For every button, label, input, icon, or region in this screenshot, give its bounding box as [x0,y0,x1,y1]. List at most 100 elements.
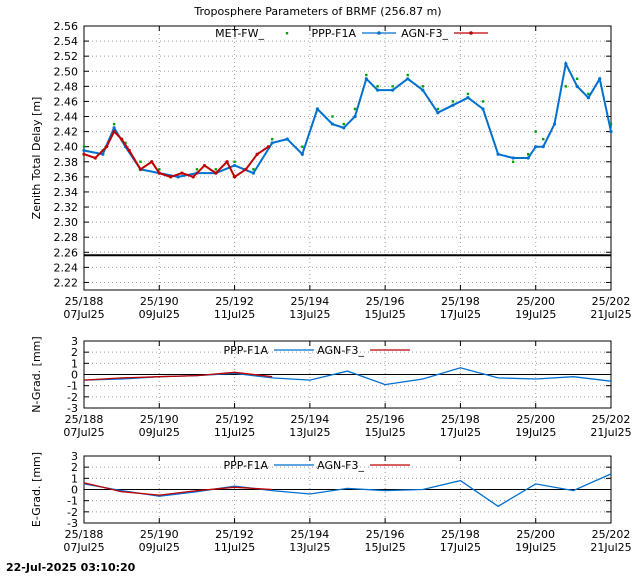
data-point [214,171,218,175]
y-tick-label: 1 [71,472,78,485]
data-point [112,122,116,126]
data-point [520,254,522,257]
x-tick-label-day: 25/196 [366,295,405,308]
data-point [334,254,336,257]
x-tick-label-date: 09Jul25 [139,308,180,321]
series-line [83,473,612,508]
x-tick-label-date: 17Jul25 [440,541,481,554]
data-point [266,145,271,149]
data-point [541,145,545,149]
plot-frame [83,25,612,291]
data-point [511,254,513,257]
x-tick-label-day: 25/198 [441,295,480,308]
y-tick-label: 0 [71,369,78,382]
y-axis-label: Zenith Total Delay [m] [30,97,43,220]
y-tick-label: 2.36 [54,171,79,184]
data-point [541,254,543,257]
data-point [235,254,237,257]
x-tick-label-day: 25/192 [215,295,254,308]
data-point [307,254,309,257]
legend-label: MET-FW_ [215,27,264,40]
data-point [274,254,276,257]
data-point [85,254,87,257]
data-point [130,254,132,257]
data-point [232,175,237,179]
y-tick-label: -1 [67,495,78,508]
y-tick-label: -3 [67,517,78,530]
x-tick-label-date: 19Jul25 [515,541,556,554]
y-tick-label: 0 [71,484,78,497]
data-point [331,254,333,257]
x-tick-label-day: 25/200 [516,528,555,541]
data-point [385,254,387,257]
data-point [142,254,144,257]
data-point [124,254,126,257]
y-tick-label: 2.50 [54,65,79,78]
x-tick-label-day: 25/198 [441,528,480,541]
x-tick-label-date: 11Jul25 [214,541,255,554]
data-point [241,254,243,257]
y-tick-label: 2.56 [54,20,79,33]
legend-label: AGN-F3_ [317,459,364,472]
data-point [158,168,161,171]
data-point [534,130,537,133]
data-point [604,254,606,257]
x-tick-label-day: 25/192 [215,413,254,426]
legend-label: AGN-F3_ [317,344,364,357]
data-point [451,100,455,103]
data-point [211,254,213,257]
data-point [442,254,444,257]
data-point [472,254,474,257]
data-point [232,163,237,168]
x-tick-label-day: 25/202 [592,528,631,541]
data-point [289,254,291,257]
data-point [403,254,405,257]
data-point [535,254,537,257]
data-point [595,254,597,257]
data-point [112,130,116,134]
data-point [154,254,156,257]
chart-title: Troposphere Parameters of BRMF (256.87 m… [193,5,441,18]
data-point [315,107,319,111]
data-point [556,254,558,257]
x-tick-label-date: 11Jul25 [214,308,255,321]
data-point [112,254,114,257]
x-tick-label-date: 21Jul25 [590,541,631,554]
data-point [138,167,143,171]
x-tick-label-day: 25/188 [65,528,104,541]
data-point [430,254,432,257]
data-point [190,254,192,257]
data-point [298,254,300,257]
data-point [400,254,402,257]
data-point [451,254,453,257]
x-tick-label-date: 07Jul25 [63,426,104,439]
y-tick-label: 2.26 [54,246,79,259]
data-point [355,254,357,257]
legend-label: AGN-F3_ [401,27,448,40]
y-tick-label: 2.24 [54,261,79,274]
data-point [145,254,147,257]
data-point [547,254,549,257]
data-point [532,254,534,257]
data-point [313,254,315,257]
data-point [202,254,204,257]
y-tick-label: 2.46 [54,95,79,108]
data-point [481,107,485,111]
data-point [259,254,261,257]
y-tick-label: 2.28 [54,231,79,244]
data-point [358,254,360,257]
data-point [367,254,369,257]
y-tick-label: 2.42 [54,126,79,139]
data-point [499,254,501,257]
data-point [178,254,180,257]
data-point [337,254,339,257]
data-point [148,254,150,257]
data-point [124,141,127,145]
x-tick-label-date: 15Jul25 [365,426,406,439]
legend-marker [469,31,473,35]
data-point [391,254,393,257]
data-point [300,152,304,156]
data-point [157,171,161,175]
y-tick-label: -1 [67,380,78,393]
data-point [220,254,222,257]
